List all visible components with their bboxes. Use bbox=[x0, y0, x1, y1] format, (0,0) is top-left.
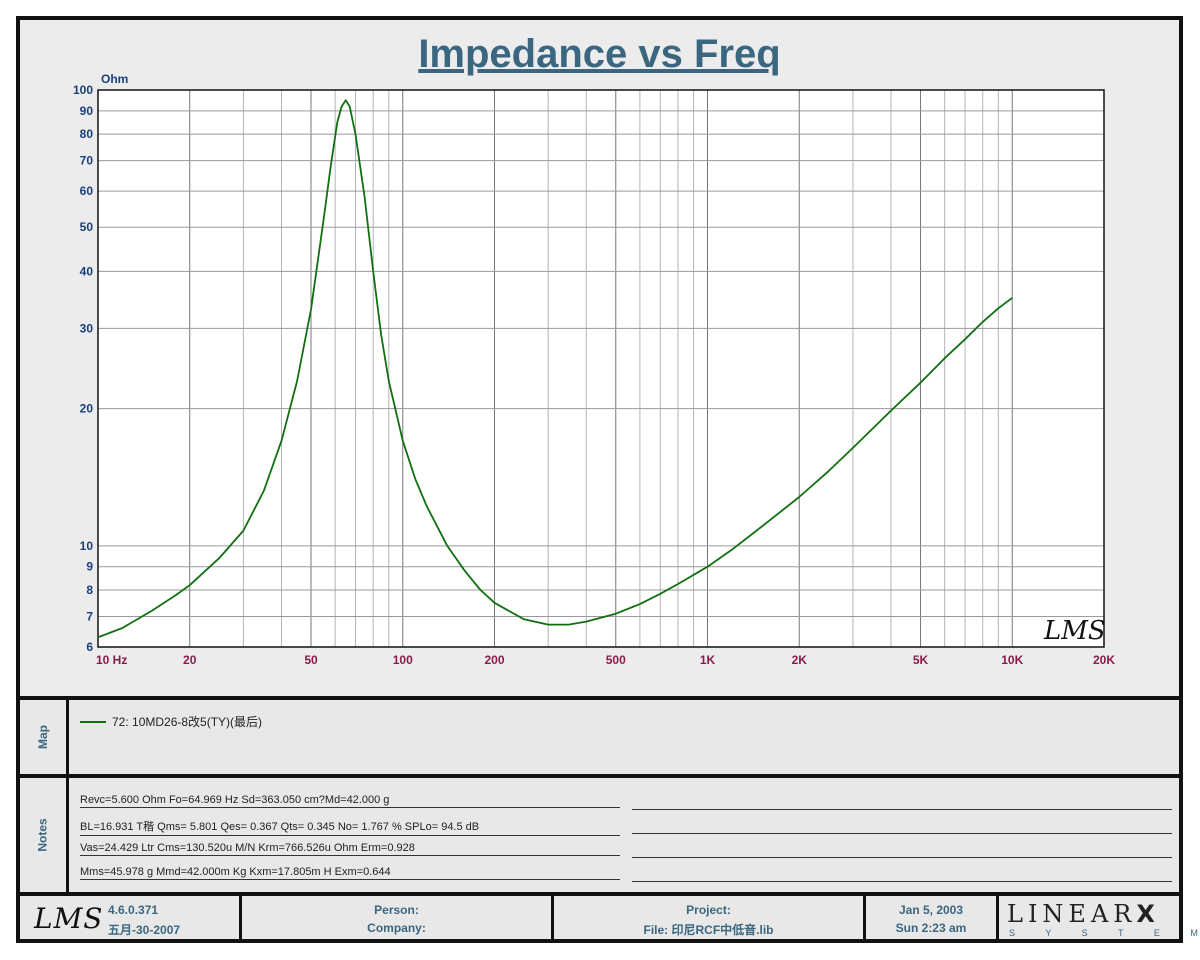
x-tick-label: 20 bbox=[183, 653, 197, 667]
y-tick-label: 50 bbox=[80, 220, 94, 234]
y-tick-label: 60 bbox=[80, 184, 94, 198]
map-section-label: Map bbox=[20, 700, 69, 774]
footer-project-cell: Project: File: 印尼RCF中低音.lib bbox=[554, 896, 866, 943]
x-tick-label: 10K bbox=[1001, 653, 1023, 667]
legend-swatch bbox=[80, 720, 106, 723]
note-line: Mms=45.978 g Mmd=42.000m Kg Kxm=17.805m … bbox=[80, 866, 620, 880]
legend-entry: 72: 10MD26-8改5(TY)(最后) bbox=[80, 713, 262, 730]
note-blank-line bbox=[632, 833, 1172, 834]
note-line: Vas=24.429 Ltr Cms=130.520u M/N Krm=766.… bbox=[80, 842, 620, 856]
version-text: 4.6.0.371 bbox=[108, 903, 159, 917]
note-blank-line bbox=[632, 881, 1172, 882]
date-text: Jan 5, 2003 bbox=[898, 903, 964, 917]
footer-version-cell: LMS 4.6.0.371 五月-30-2007 bbox=[20, 896, 242, 943]
x-tick-label: 2K bbox=[792, 653, 808, 667]
notes-section-label: Notes bbox=[20, 778, 69, 892]
plot-border bbox=[97, 89, 1105, 648]
brand-systems: S Y S T E M S bbox=[1009, 928, 1200, 938]
x-tick-label: 1K bbox=[700, 653, 716, 667]
impedance-chart: 6 7 8 9 10 20 30 40 50 60 70 80 90 100 Ohm 10 Hz 20 50 100… bbox=[73, 72, 1115, 667]
note-line: Revc=5.600 Ohm Fo=64.969 Hz Sd=363.050 c… bbox=[80, 794, 620, 808]
note-blank-line bbox=[632, 857, 1172, 858]
y-tick-label: 8 bbox=[86, 583, 93, 597]
y-tick-label: 100 bbox=[73, 83, 93, 97]
notes-panel: Notes Revc=5.600 Ohm Fo=64.969 Hz Sd=363… bbox=[20, 778, 1179, 892]
y-tick-label: 30 bbox=[80, 321, 94, 335]
y-tick-label: 6 bbox=[86, 640, 93, 654]
plot-area bbox=[98, 90, 1104, 647]
build-date-text: 五月-30-2007 bbox=[108, 923, 181, 937]
y-tick-label: 80 bbox=[80, 127, 94, 141]
map-panel: Map 72: 10MD26-8改5(TY)(最后) bbox=[20, 700, 1179, 774]
y-tick-label: 90 bbox=[80, 104, 94, 118]
legend-label: 72: 10MD26-8改5(TY)(最后) bbox=[112, 715, 263, 729]
footer-person-cell: Person: Company: bbox=[242, 896, 554, 943]
y-tick-label: 7 bbox=[86, 609, 93, 623]
x-tick-label: 200 bbox=[484, 653, 504, 667]
footer-bar: LMS 4.6.0.371 五月-30-2007 Person: Company… bbox=[20, 896, 1200, 943]
time-text: Sun 2:23 am bbox=[895, 921, 967, 935]
y-tick-label: 9 bbox=[86, 560, 93, 574]
plot-panel: Impedance vs Freq 6 7 8 9 10 20 30 40 50 60 70 80 90… bbox=[20, 20, 1179, 696]
chart-title: Impedance vs Freq bbox=[418, 32, 781, 76]
x-tick-label: 50 bbox=[304, 653, 318, 667]
impedance-curve bbox=[97, 99, 1013, 639]
note-blank-line bbox=[632, 809, 1172, 810]
footer-date-cell: Jan 5, 2003 Sun 2:23 am bbox=[866, 896, 999, 943]
brand-linear: LINEAR bbox=[1007, 900, 1137, 928]
lms-watermark: LMS bbox=[1043, 616, 1106, 646]
report-frame: Impedance vs Freq 6 7 8 9 10 20 30 40 50 60 70 80 90… bbox=[16, 16, 1200, 943]
y-axis-label: Ohm bbox=[101, 72, 128, 86]
linearx-logo: LINEARX S Y S T E M S bbox=[999, 896, 1200, 943]
y-tick-label: 20 bbox=[80, 402, 94, 416]
lms-logo: LMS bbox=[34, 902, 104, 935]
note-line: BL=16.931 T稭 Qms= 5.801 Qes= 0.367 Qts= … bbox=[80, 818, 620, 836]
person-label: Person: bbox=[374, 903, 419, 917]
x-tick-label: 500 bbox=[606, 653, 626, 667]
brand-x: X bbox=[1136, 900, 1155, 928]
company-label: Company: bbox=[367, 921, 426, 935]
file-label: File: 印尼RCF中低音.lib bbox=[643, 923, 774, 937]
y-tick-label: 10 bbox=[80, 539, 94, 553]
x-tick-label: 100 bbox=[393, 653, 413, 667]
x-tick-label: 5K bbox=[913, 653, 929, 667]
x-tick-label: 20K bbox=[1093, 653, 1115, 667]
y-tick-label: 70 bbox=[80, 154, 94, 168]
y-tick-label: 40 bbox=[80, 264, 94, 278]
x-tick-label: 10 Hz bbox=[96, 653, 127, 667]
project-label: Project: bbox=[686, 903, 731, 917]
